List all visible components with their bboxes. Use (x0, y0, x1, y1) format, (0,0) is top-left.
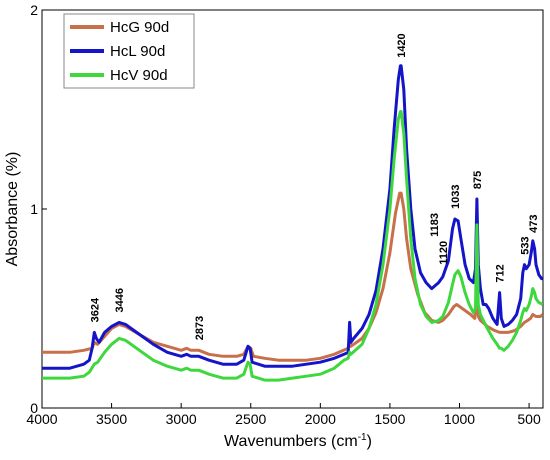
y-tick-label: 1 (30, 201, 38, 217)
x-tick-label: 2500 (235, 411, 266, 427)
peak-label-712: 712 (495, 264, 507, 282)
peak-label-875: 875 (472, 171, 484, 189)
peak-label-1183: 1183 (429, 213, 441, 237)
peak-label-1420: 1420 (396, 33, 408, 57)
peak-label-1033: 1033 (450, 185, 462, 209)
x-tick-label: 2000 (305, 411, 336, 427)
x-axis-label-close: ) (367, 433, 372, 450)
peak-label-473: 473 (528, 215, 540, 233)
x-tick-label: 1000 (444, 411, 475, 427)
x-tick-label: 500 (517, 411, 541, 427)
peak-label-1120: 1120 (438, 241, 450, 265)
legend-label-hcl: HcL 90d (110, 43, 165, 60)
legend: HcG 90d HcL 90d HcV 90d (63, 13, 195, 89)
peak-label-3624: 3624 (89, 297, 101, 322)
series-line-hcg (42, 191, 543, 362)
peak-label-2873: 2873 (194, 316, 206, 340)
y-axis-label: Absorbance (%) (4, 152, 21, 267)
legend-label-hcg: HcG 90d (110, 19, 169, 36)
x-tick-label: 3000 (166, 411, 197, 427)
peak-label-3446: 3446 (114, 288, 126, 312)
peak-label-533: 533 (520, 236, 532, 254)
y-tick-label: 2 (30, 2, 38, 18)
y-tick-label: 0 (30, 400, 38, 416)
x-axis-label-main: Wavenumbers (cm (224, 433, 358, 450)
x-axis-label-sup: -1 (358, 432, 367, 443)
x-tick-label: 1500 (374, 411, 405, 427)
x-tick-label: 4000 (26, 411, 57, 427)
series-line-hcl (42, 64, 543, 370)
series-line-hcv (42, 110, 543, 382)
legend-label-hcv: HcV 90d (110, 67, 168, 84)
x-axis-label: Wavenumbers (cm-1) (224, 432, 372, 450)
x-tick-label: 3500 (96, 411, 127, 427)
